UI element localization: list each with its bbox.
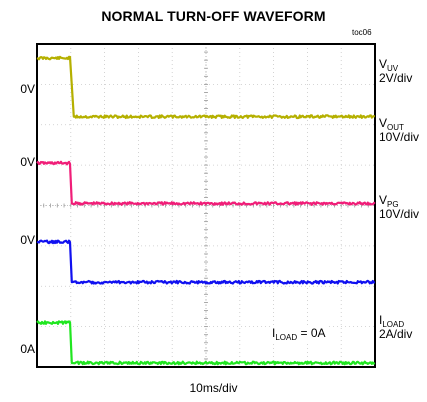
trace-iload: [36, 320, 376, 366]
trace-vout: [36, 160, 376, 206]
plot-border: [36, 43, 376, 368]
time-base-label: 10ms/div: [189, 381, 238, 395]
channel-label-vpg: VPG 10V/div: [379, 193, 420, 221]
figure-tag: toc06: [352, 28, 372, 37]
channel-label-vout: VOUT 10V/div: [379, 116, 420, 144]
zero-label-vout: 0V: [20, 155, 35, 169]
zero-label-iload: 0A: [20, 342, 35, 356]
zero-label-vuv: 0V: [20, 82, 35, 96]
trace-vuv: [36, 55, 375, 120]
load-annotation: ILOAD = 0A: [270, 325, 328, 342]
chart-title: NORMAL TURN-OFF WAVEFORM: [101, 8, 326, 24]
zero-label-vpg: 0V: [20, 233, 35, 247]
trace-vpg: [36, 239, 376, 285]
channel-label-vuv: VUV 2V/div: [379, 57, 413, 85]
channel-label-iload: ILOAD 2A/div: [379, 313, 413, 341]
